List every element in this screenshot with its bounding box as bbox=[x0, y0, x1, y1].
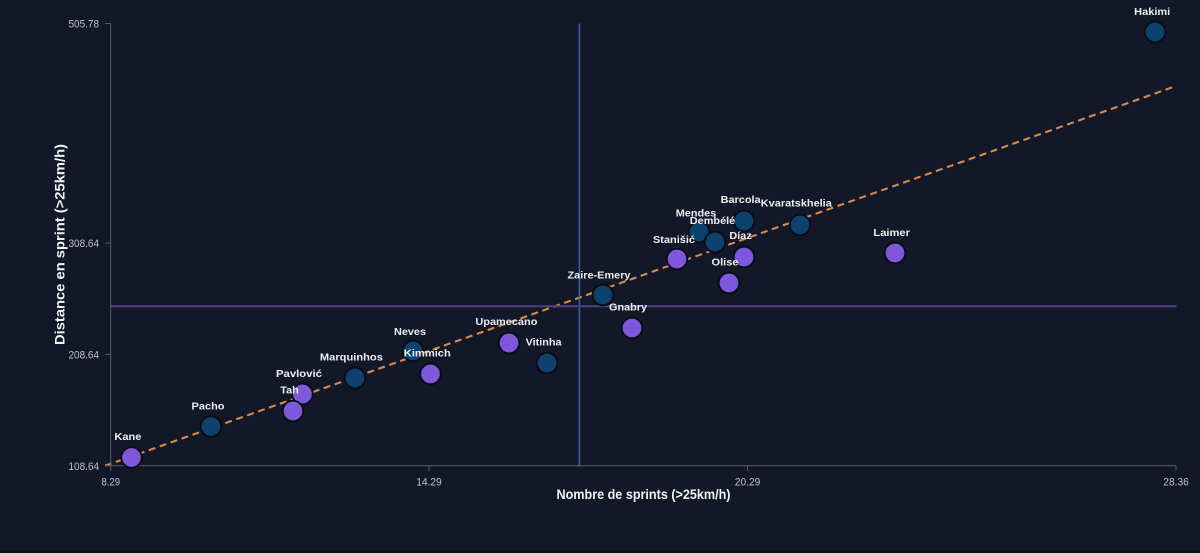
svg-text:Barcola: Barcola bbox=[721, 194, 761, 206]
svg-text:308.64: 308.64 bbox=[69, 238, 100, 250]
svg-text:8.29: 8.29 bbox=[102, 476, 121, 488]
svg-text:Kvaratskhelia: Kvaratskhelia bbox=[761, 198, 832, 210]
svg-text:28.36: 28.36 bbox=[1163, 476, 1189, 488]
svg-text:Nombre de sprints (>25km/h): Nombre de sprints (>25km/h) bbox=[557, 486, 731, 502]
svg-text:Vitinha: Vitinha bbox=[526, 337, 562, 349]
svg-text:Hakimi: Hakimi bbox=[1134, 6, 1170, 18]
svg-text:Olise: Olise bbox=[712, 256, 739, 268]
svg-text:Laimer: Laimer bbox=[873, 227, 910, 239]
svg-text:Pavlović: Pavlović bbox=[276, 368, 322, 380]
svg-text:Kimmich: Kimmich bbox=[404, 348, 451, 360]
svg-text:108.64: 108.64 bbox=[69, 461, 100, 473]
svg-text:14.29: 14.29 bbox=[416, 476, 442, 488]
svg-text:Dembélé: Dembélé bbox=[690, 215, 736, 227]
svg-text:Mendes: Mendes bbox=[676, 207, 717, 219]
svg-text:505.78: 505.78 bbox=[69, 18, 100, 30]
svg-text:Neves: Neves bbox=[394, 326, 426, 338]
svg-text:Tah: Tah bbox=[280, 384, 299, 396]
svg-text:Díaz: Díaz bbox=[729, 230, 752, 242]
svg-text:Zaire-Emery: Zaire-Emery bbox=[568, 269, 631, 281]
svg-text:20.29: 20.29 bbox=[735, 476, 761, 488]
svg-text:Kane: Kane bbox=[114, 431, 141, 443]
svg-text:208.64: 208.64 bbox=[69, 350, 100, 362]
svg-text:Pacho: Pacho bbox=[192, 400, 225, 412]
svg-text:Upamecano: Upamecano bbox=[475, 316, 537, 328]
svg-text:Marquinhos: Marquinhos bbox=[320, 352, 383, 364]
svg-text:Gnabry: Gnabry bbox=[609, 302, 647, 314]
svg-text:Stanišić: Stanišić bbox=[653, 234, 695, 246]
svg-text:Distance en sprint (>25km/h): Distance en sprint (>25km/h) bbox=[52, 144, 68, 345]
